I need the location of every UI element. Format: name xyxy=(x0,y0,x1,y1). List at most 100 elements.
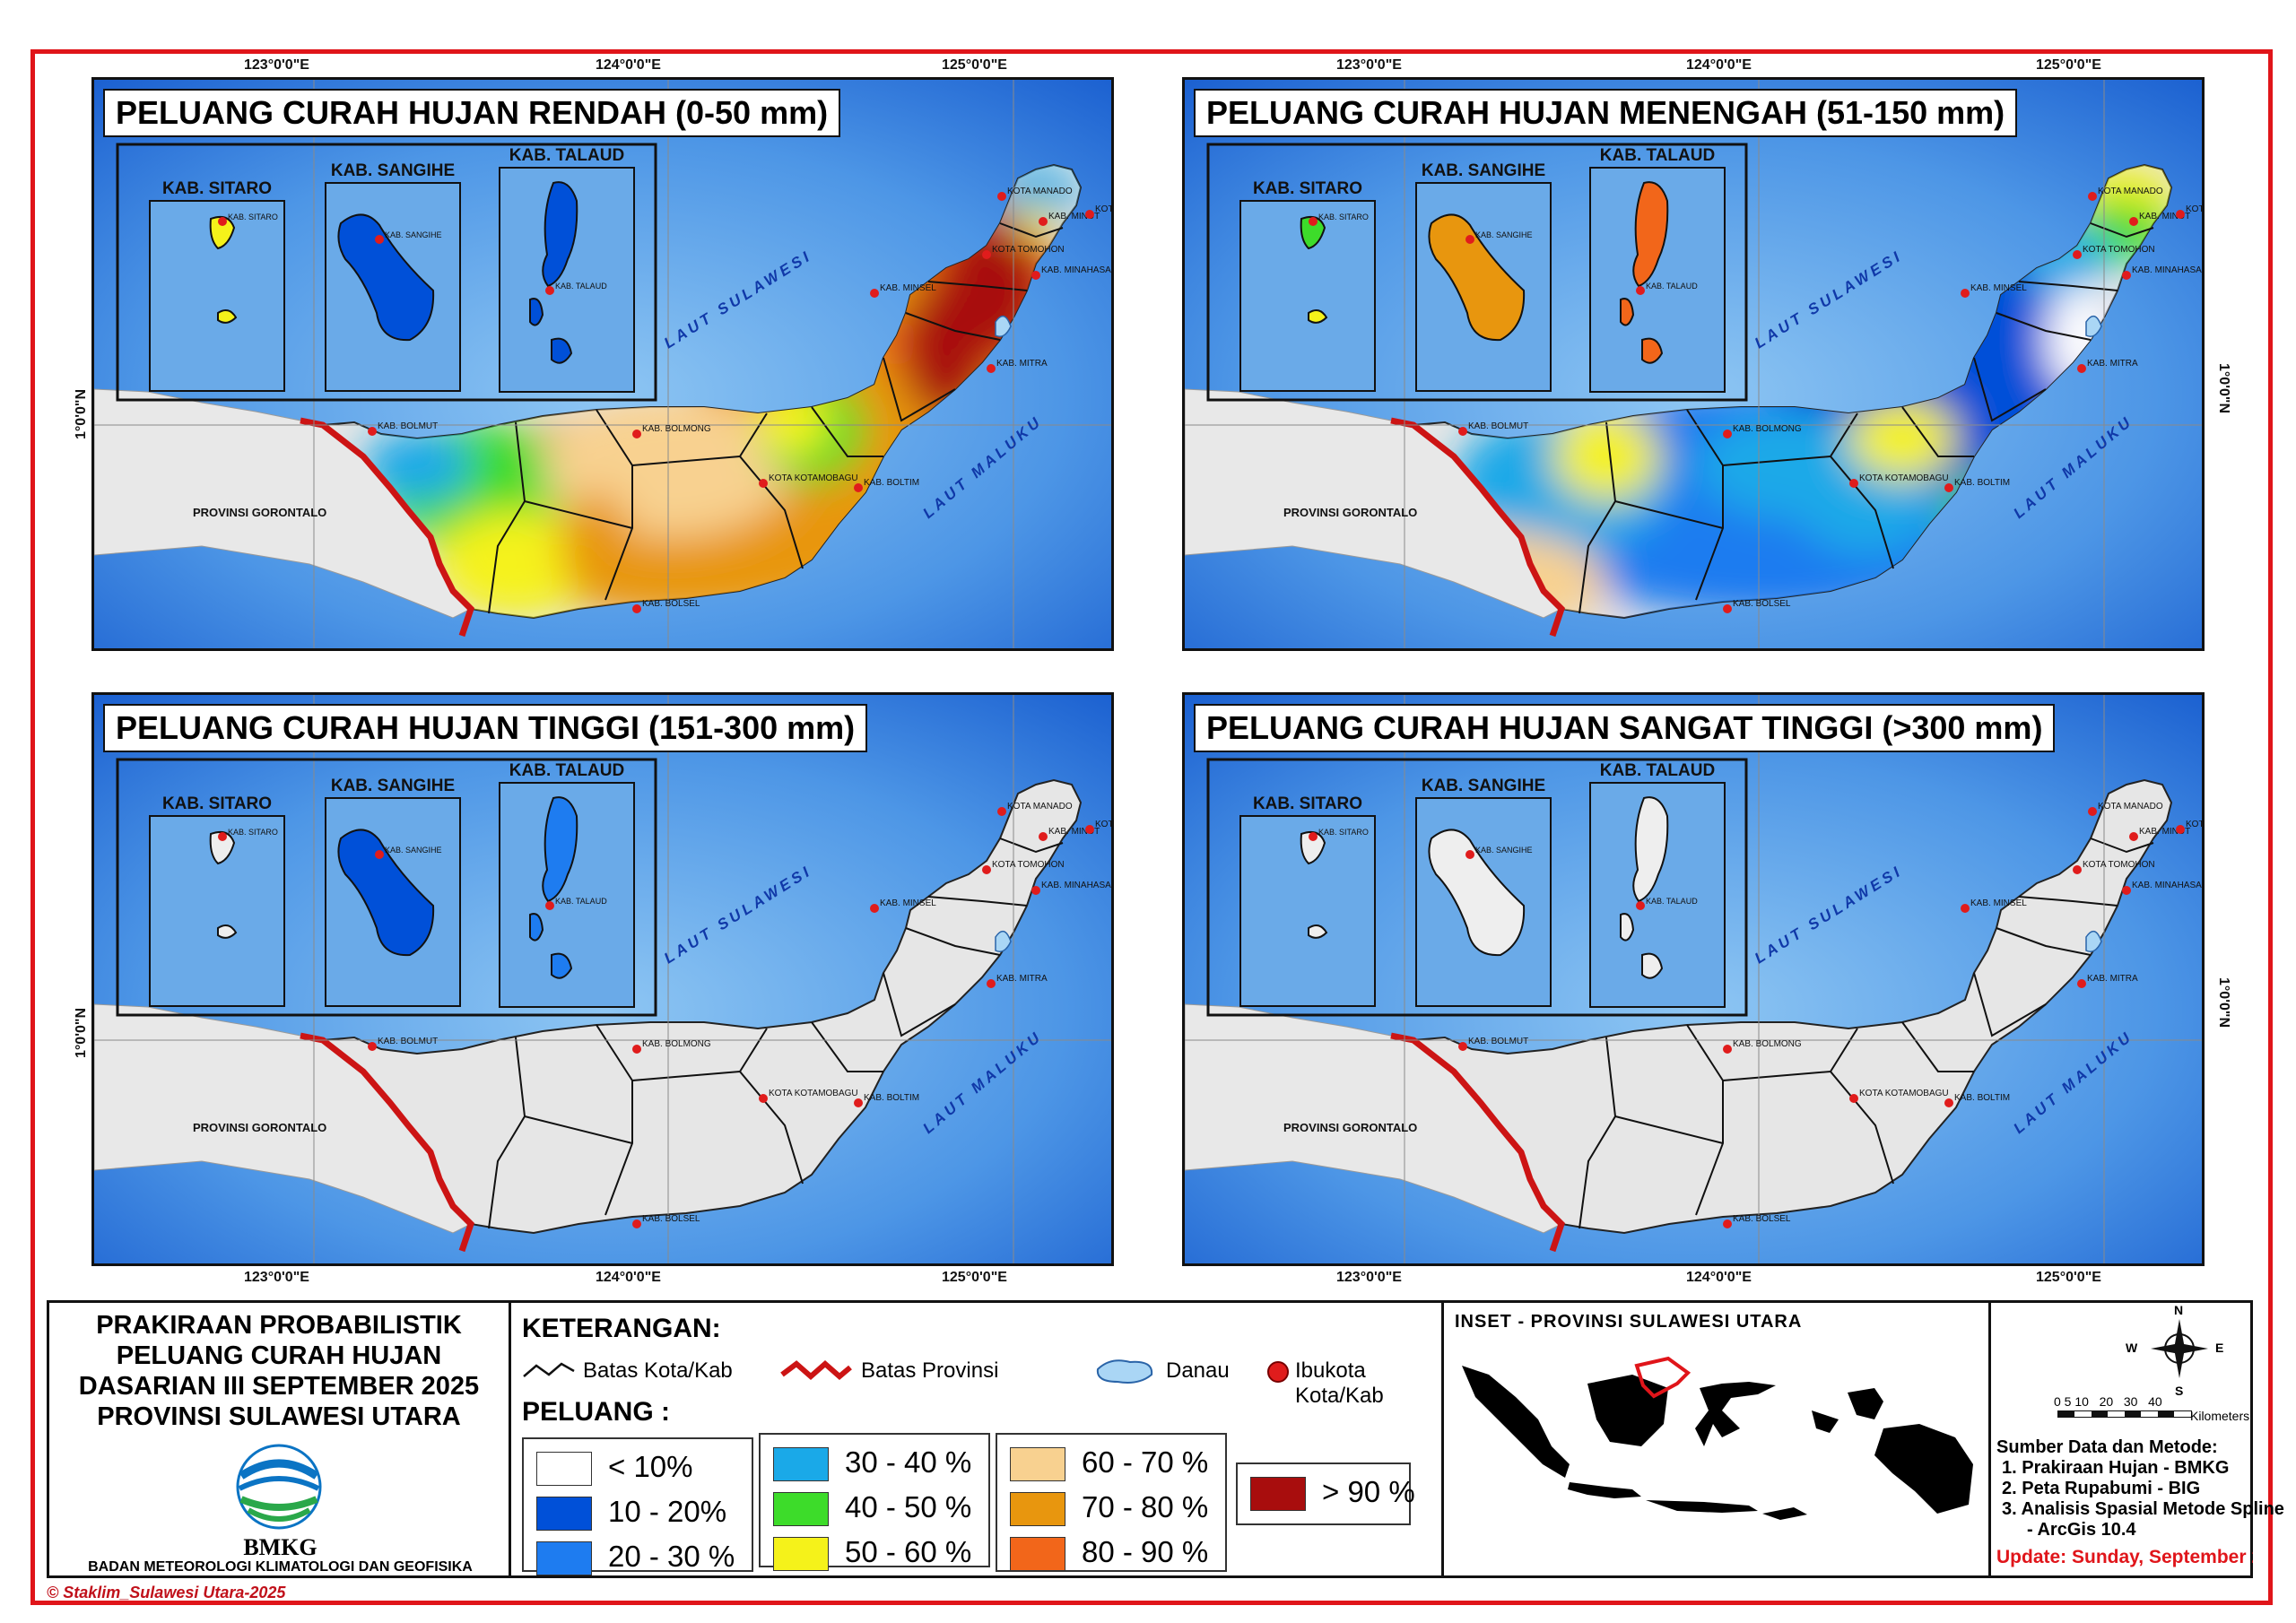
capital-marker xyxy=(1039,217,1048,226)
info-strip: PRAKIRAAN PROBABILISTIK PELUANG CURAH HU… xyxy=(47,1300,2284,1578)
capital-marker xyxy=(2073,250,2082,259)
island-talaud-south xyxy=(1641,337,1664,364)
town-label: KAB. SITARO xyxy=(1318,213,1369,221)
district-boundary xyxy=(1722,1071,1831,1081)
legend-row: 70 - 80 % xyxy=(1010,1485,1213,1530)
capital-marker xyxy=(368,1042,377,1051)
town-label: KOTA MANADO xyxy=(2098,187,2163,196)
info-line-4: PROVINSI SULAWESI UTARA xyxy=(97,1402,461,1431)
capital-marker xyxy=(2088,192,2097,201)
capital-marker xyxy=(2176,210,2185,219)
island-talaud-south xyxy=(1620,298,1635,326)
lon-label-top-4: 123°0'0"E xyxy=(1336,57,1402,73)
lon-label-bot-4: 123°0'0"E xyxy=(1336,1270,1402,1285)
capital-marker xyxy=(632,1219,641,1228)
capital-marker xyxy=(545,901,554,910)
island-sitaro xyxy=(1300,216,1326,250)
legend-row: 30 - 40 % xyxy=(773,1440,976,1485)
legend-group-1: < 10% 10 - 20% 20 - 30 % xyxy=(522,1437,753,1576)
gorontalo-label: PROVINSI GORONTALO xyxy=(193,506,326,519)
legend-row: < 10% xyxy=(536,1445,739,1489)
district-boundary xyxy=(999,838,1064,854)
island-box-title: KAB. SITARO xyxy=(1253,794,1362,813)
credit-text: © Staklim_Sulawesi Utara-2025 xyxy=(47,1584,286,1601)
town-label: KAB. SITARO xyxy=(1318,828,1369,837)
district-boundary xyxy=(1686,1024,1724,1216)
town-label: KAB. BOLSEL xyxy=(1733,1214,1791,1224)
town-label: KAB. BOLMUT xyxy=(1468,421,1528,431)
legend-row: 20 - 30 % xyxy=(536,1534,739,1579)
probability-zone xyxy=(561,492,632,600)
scale-bar xyxy=(2057,1410,2192,1418)
lat-label-right-2: 1°0'0"N xyxy=(2216,977,2231,1028)
capital-marker xyxy=(218,217,227,226)
town-label: KOTA TOMOHON xyxy=(2083,245,2155,255)
bmkg-logo-text: BMKG xyxy=(243,1534,317,1560)
district-boundary xyxy=(883,357,956,422)
capital-marker xyxy=(1723,1045,1732,1054)
district-boundary xyxy=(905,312,1001,341)
title-block: PRAKIRAAN PROBABILISTIK PELUANG CURAH HU… xyxy=(49,1303,511,1575)
district-boundary xyxy=(488,1037,526,1229)
capital-marker xyxy=(854,483,863,492)
island-sangihe xyxy=(337,829,435,957)
town-label: KAB. MINAHASA xyxy=(2132,881,2202,890)
district-boundary xyxy=(2090,838,2154,854)
info-line-2: PELUANG CURAH HUJAN xyxy=(116,1341,442,1370)
town-label: KAB. MINAHASA xyxy=(1041,265,1111,275)
district-boundary xyxy=(1996,927,2092,956)
town-label: KAB. BOLMONG xyxy=(642,424,711,434)
legend-label: < 10% xyxy=(608,1450,693,1483)
capital-marker xyxy=(1636,901,1645,910)
district-boundary xyxy=(1901,1021,1974,1072)
source-item-2: 2. Peta Rupabumi - BIG xyxy=(2002,1479,2201,1498)
capital-marker xyxy=(1723,604,1732,613)
capital-marker xyxy=(1031,271,1040,280)
lon-label-top-6: 125°0'0"E xyxy=(2036,57,2101,73)
town-label: KOTA KOTAMOBAGU xyxy=(1859,473,1949,483)
town-label: KOTA KOTAMOBAGU xyxy=(769,1089,858,1098)
compass-w: W xyxy=(2126,1341,2138,1355)
town-label: KAB. MITRA xyxy=(996,359,1048,369)
source-item-1: 1. Prakiraan Hujan - BMKG xyxy=(2002,1458,2230,1478)
north-arrow-icon xyxy=(2151,1319,2208,1378)
legend-label: 10 - 20% xyxy=(608,1495,727,1528)
island-box-title: KAB. TALAUD xyxy=(509,761,624,780)
island-sitaro-south xyxy=(217,308,238,324)
legend-swatch xyxy=(1010,1537,1065,1572)
lon-label-top-3: 125°0'0"E xyxy=(942,57,1007,73)
islands-inset-frame xyxy=(116,143,657,402)
compass-e: E xyxy=(2215,1341,2224,1355)
island-box-title: KAB. SANGIHE xyxy=(331,161,455,180)
town-label: KAB. BOLSEL xyxy=(642,1214,700,1224)
lon-label-bot-5: 124°0'0"E xyxy=(1686,1270,1752,1285)
capital-marker xyxy=(982,865,991,874)
district-boundary xyxy=(927,281,1028,291)
lon-label-bot-3: 125°0'0"E xyxy=(942,1270,1007,1285)
legend-swatch xyxy=(1010,1447,1065,1482)
island-box-title: KAB. SITARO xyxy=(162,179,272,198)
district-boundary xyxy=(1578,1037,1617,1229)
town-label: KAB. MINSEL xyxy=(880,898,936,908)
legend-group-3: 60 - 70 % 70 - 80 % 80 - 90 % xyxy=(996,1433,1227,1572)
town-label: KAB. MINUT xyxy=(2139,827,2190,837)
town-label: KAB. SANGIHE xyxy=(1475,846,1533,855)
capital-marker xyxy=(2073,865,2082,874)
capital-marker xyxy=(1465,235,1474,244)
capital-marker xyxy=(1309,832,1318,841)
lon-label-bot-1: 123°0'0"E xyxy=(244,1270,309,1285)
lake xyxy=(2085,930,2102,952)
capital-marker xyxy=(1309,217,1318,226)
legend-row: > 90 % xyxy=(1250,1470,1415,1515)
town-label: KAB. BOLSEL xyxy=(642,599,700,609)
lake xyxy=(995,315,1012,337)
panel-title: PELUANG CURAH HUJAN MENENGAH (51-150 mm) xyxy=(1194,89,2018,137)
capital-marker xyxy=(1458,427,1467,436)
agency-name: BADAN METEOROLOGI KLIMATOLOGI DAN GEOFIS… xyxy=(88,1559,473,1575)
district-boundary xyxy=(1686,409,1724,601)
capital-marker xyxy=(1636,286,1645,295)
town-label: KAB. BOLMUT xyxy=(378,1037,438,1046)
district-boundary xyxy=(1614,1115,1724,1144)
